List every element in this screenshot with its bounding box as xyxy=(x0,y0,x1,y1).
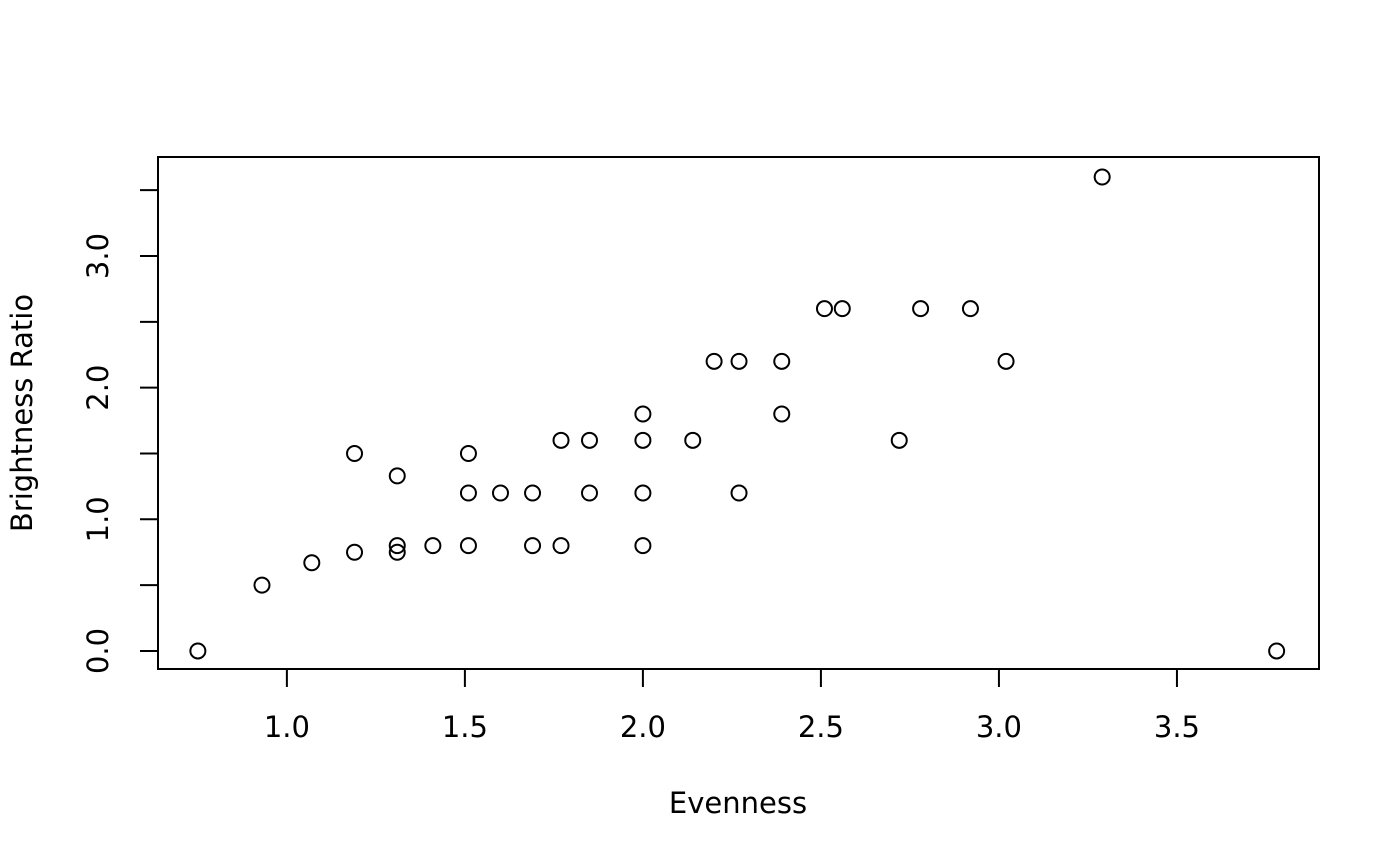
point xyxy=(189,642,207,660)
point xyxy=(634,431,652,449)
point xyxy=(684,431,702,449)
x-tick-label: 1.5 xyxy=(442,710,488,744)
point xyxy=(730,484,748,502)
point xyxy=(388,543,406,561)
plot-frame xyxy=(157,156,1320,670)
x-tick-label: 2.5 xyxy=(798,710,844,744)
point xyxy=(459,484,477,502)
point xyxy=(1268,642,1286,660)
x-tick-label: 2.0 xyxy=(620,710,666,744)
x-axis-label: Evenness xyxy=(669,786,807,820)
point xyxy=(961,300,979,318)
point xyxy=(346,543,364,561)
point xyxy=(388,467,406,485)
point xyxy=(253,576,271,594)
y-axis-label: Brightness Ratio xyxy=(5,294,39,532)
point xyxy=(912,300,930,318)
point xyxy=(773,352,791,370)
point xyxy=(705,352,723,370)
point xyxy=(634,537,652,555)
point xyxy=(581,484,599,502)
point xyxy=(552,431,570,449)
point xyxy=(459,444,477,462)
point xyxy=(388,537,406,555)
x-tick-label: 1.0 xyxy=(264,710,310,744)
point xyxy=(890,431,908,449)
point xyxy=(773,405,791,423)
point xyxy=(997,352,1015,370)
point xyxy=(346,444,364,462)
point xyxy=(303,554,321,572)
y-tick-label: 3.0 xyxy=(81,233,115,279)
y-tick-label: 0.0 xyxy=(81,628,115,674)
x-tick-label: 3.5 xyxy=(1154,710,1200,744)
point xyxy=(1093,168,1111,186)
x-tick-label: 3.0 xyxy=(976,710,1022,744)
point xyxy=(491,484,509,502)
point xyxy=(730,352,748,370)
point xyxy=(581,431,599,449)
y-tick-label: 2.0 xyxy=(81,365,115,411)
point xyxy=(634,405,652,423)
point xyxy=(424,537,442,555)
y-tick-label: 1.0 xyxy=(81,496,115,542)
point xyxy=(552,537,570,555)
point xyxy=(524,537,542,555)
point xyxy=(833,300,851,318)
point xyxy=(815,300,833,318)
point xyxy=(634,484,652,502)
point xyxy=(524,484,542,502)
point xyxy=(459,537,477,555)
